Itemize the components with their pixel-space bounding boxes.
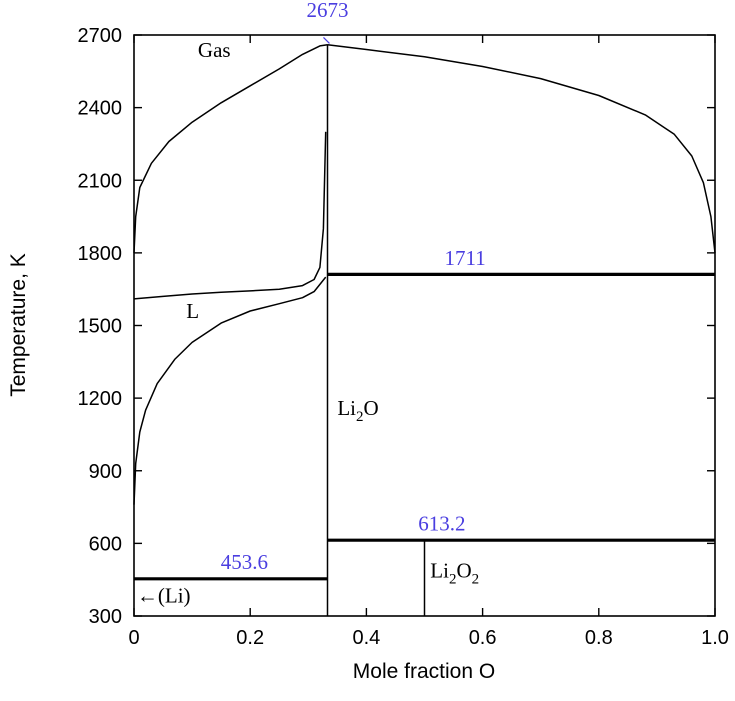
phase-boundaries [133, 36, 716, 616]
label-li2o: Li2O [337, 396, 378, 425]
y-tick-label: 1800 [78, 243, 123, 265]
gas-boundary-right [327, 43, 716, 253]
y-tick-label: 1500 [78, 316, 123, 338]
y-axis-title: Temperature, K [7, 253, 30, 397]
label-2673: 2673 [306, 0, 348, 22]
y-tick-label: 900 [89, 461, 122, 483]
liquid-upper [133, 131, 327, 300]
gas-boundary-left [133, 43, 328, 253]
leader-2673 [323, 36, 330, 44]
x-tick-label: 0 [128, 627, 139, 649]
y-tick-label: 1200 [78, 388, 123, 410]
label-gas: Gas [198, 38, 231, 62]
x-tick-label: 0.6 [469, 627, 497, 649]
x-tick-label: 0.2 [236, 627, 264, 649]
y-tick-label: 2400 [78, 98, 123, 120]
axis-ticks: 0 0.2 0.4 0.6 0.8 1.0 300 600 900 1200 1500 1800 210… [78, 25, 729, 649]
y-tick-label: 600 [89, 533, 122, 555]
x-tick-label: 0.4 [352, 627, 380, 649]
x-axis-title: Mole fraction O [353, 660, 495, 683]
y-tick-label: 300 [89, 606, 122, 628]
x-tick-label: 0.8 [585, 627, 613, 649]
x-tick-label: 1.0 [701, 627, 729, 649]
label-li2o2: Li2O2 [430, 558, 479, 587]
annotations: Gas L Li2O Li2O2 ←(Li) 2673 1711 613.2 453.6 [137, 0, 486, 608]
y-tick-label: 2100 [78, 170, 123, 192]
label-453: 453.6 [221, 550, 268, 574]
label-l: L [186, 299, 199, 323]
label-li: ←(Li) [137, 584, 191, 608]
liquid-lower [133, 276, 327, 505]
y-tick-label: 2700 [78, 25, 123, 47]
label-1711: 1711 [445, 246, 486, 270]
label-613: 613.2 [418, 511, 465, 535]
